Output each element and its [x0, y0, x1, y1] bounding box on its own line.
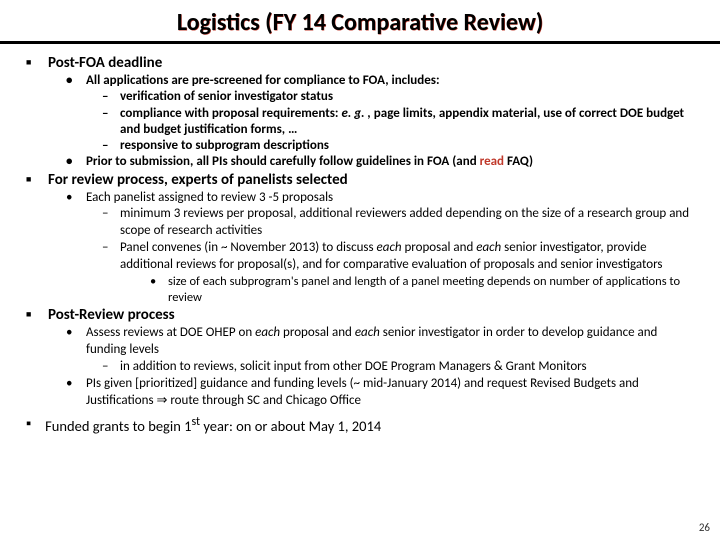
bullet-post-review: ▪ Post-Review process: [26, 306, 696, 324]
slide-title: Logistics (FY 14 Comparative Review): [24, 8, 696, 37]
page-number: 26: [699, 521, 710, 534]
text: compliance with proposal requirements: e…: [120, 106, 696, 139]
dot-bullet-icon: •: [150, 274, 158, 307]
bullet-post-foa: ▪ Post-FOA deadline: [26, 54, 696, 72]
text: Panel convenes (in ~ November 2013) to d…: [120, 240, 696, 274]
text: compliance with proposal requirements:: [120, 106, 341, 121]
text: Each panelist assigned to review 3 -5 pr…: [86, 190, 696, 207]
sub-sub-bullet: – verification of senior investigator st…: [102, 89, 696, 105]
sub-sub-sub-bullet: • size of each subprogram's panel and le…: [150, 274, 696, 307]
dot-bullet-icon: •: [66, 190, 74, 207]
text-red: read: [480, 154, 504, 169]
text: minimum 3 reviews per proposal, addition…: [120, 206, 696, 240]
content-body: ▪ Post-FOA deadline • All applications a…: [24, 54, 696, 435]
text: in addition to reviews, solicit input fr…: [120, 359, 696, 376]
slide-container: Logistics (FY 14 Comparative Review) ▪ P…: [0, 0, 720, 435]
square-bullet-icon: ▪: [26, 306, 34, 324]
sub-bullet: • PIs given [prioritized] guidance and f…: [66, 376, 696, 410]
sub-sub-bullet: – compliance with proposal requirements:…: [102, 106, 696, 139]
text-italic: each: [476, 240, 501, 255]
text: year: on or about May 1, 2014: [200, 417, 381, 435]
text: Funded grants to begin 1: [45, 417, 191, 435]
sub-bullet: • Assess reviews at DOE OHEP on each pro…: [66, 325, 696, 359]
text: PIs given [prioritized] guidance and fun…: [86, 376, 696, 410]
dot-bullet-icon: •: [66, 325, 74, 359]
text: Panel convenes (in ~ November 2013) to d…: [120, 240, 377, 255]
dash-bullet-icon: –: [102, 206, 110, 240]
dot-bullet-icon: •: [66, 73, 74, 89]
text: Prior to submission, all PIs should care…: [86, 154, 480, 169]
text: All applications are pre-screened for co…: [86, 73, 696, 89]
dash-bullet-icon: –: [102, 138, 110, 154]
bullet-funded-grants: ▪ Funded grants to begin 1st year: on or…: [26, 414, 696, 435]
sub-bullet: • All applications are pre-screened for …: [66, 73, 696, 89]
title-underline: [0, 41, 720, 44]
text: verification of senior investigator stat…: [120, 89, 696, 105]
text: FAQ): [504, 154, 533, 169]
text: Prior to submission, all PIs should care…: [86, 154, 696, 170]
bullet-review-process: ▪ For review process, experts of panelis…: [26, 171, 696, 189]
square-bullet-icon: ▪: [26, 54, 34, 72]
sub-sub-bullet: – responsive to subprogram descriptions: [102, 138, 696, 154]
text: size of each subprogram's panel and leng…: [168, 274, 696, 307]
sub-sub-bullet: – Panel convenes (in ~ November 2013) to…: [102, 240, 696, 274]
sub-sub-bullet: – minimum 3 reviews per proposal, additi…: [102, 206, 696, 240]
text-italic: each: [255, 325, 280, 340]
text-sup: st: [191, 414, 200, 429]
square-bullet-icon: ▪: [26, 171, 34, 189]
text: proposal and: [280, 325, 355, 340]
text: Assess reviews at DOE OHEP on: [86, 325, 255, 340]
text: Funded grants to begin 1st year: on or a…: [45, 414, 696, 435]
dot-bullet-icon: •: [66, 154, 74, 170]
dash-bullet-icon: –: [102, 89, 110, 105]
sub-sub-bullet: – in addition to reviews, solicit input …: [102, 359, 696, 376]
dot-bullet-icon: •: [66, 376, 74, 410]
text: Assess reviews at DOE OHEP on each propo…: [86, 325, 696, 359]
text: Post-FOA deadline: [48, 54, 696, 72]
text: responsive to subprogram descriptions: [120, 138, 696, 154]
dash-bullet-icon: –: [102, 106, 110, 139]
dash-bullet-icon: –: [102, 359, 110, 376]
text-italic: each: [355, 325, 380, 340]
sub-bullet: • Each panelist assigned to review 3 -5 …: [66, 190, 696, 207]
sub-bullet: • Prior to submission, all PIs should ca…: [66, 154, 696, 170]
text-italic: e. g. ,: [341, 106, 370, 121]
text: Post-Review process: [48, 306, 696, 324]
text: For review process, experts of panelists…: [48, 171, 696, 189]
square-bullet-icon: ▪: [26, 414, 31, 435]
dash-bullet-icon: –: [102, 240, 110, 274]
text: proposal and: [402, 240, 477, 255]
text-italic: each: [377, 240, 402, 255]
